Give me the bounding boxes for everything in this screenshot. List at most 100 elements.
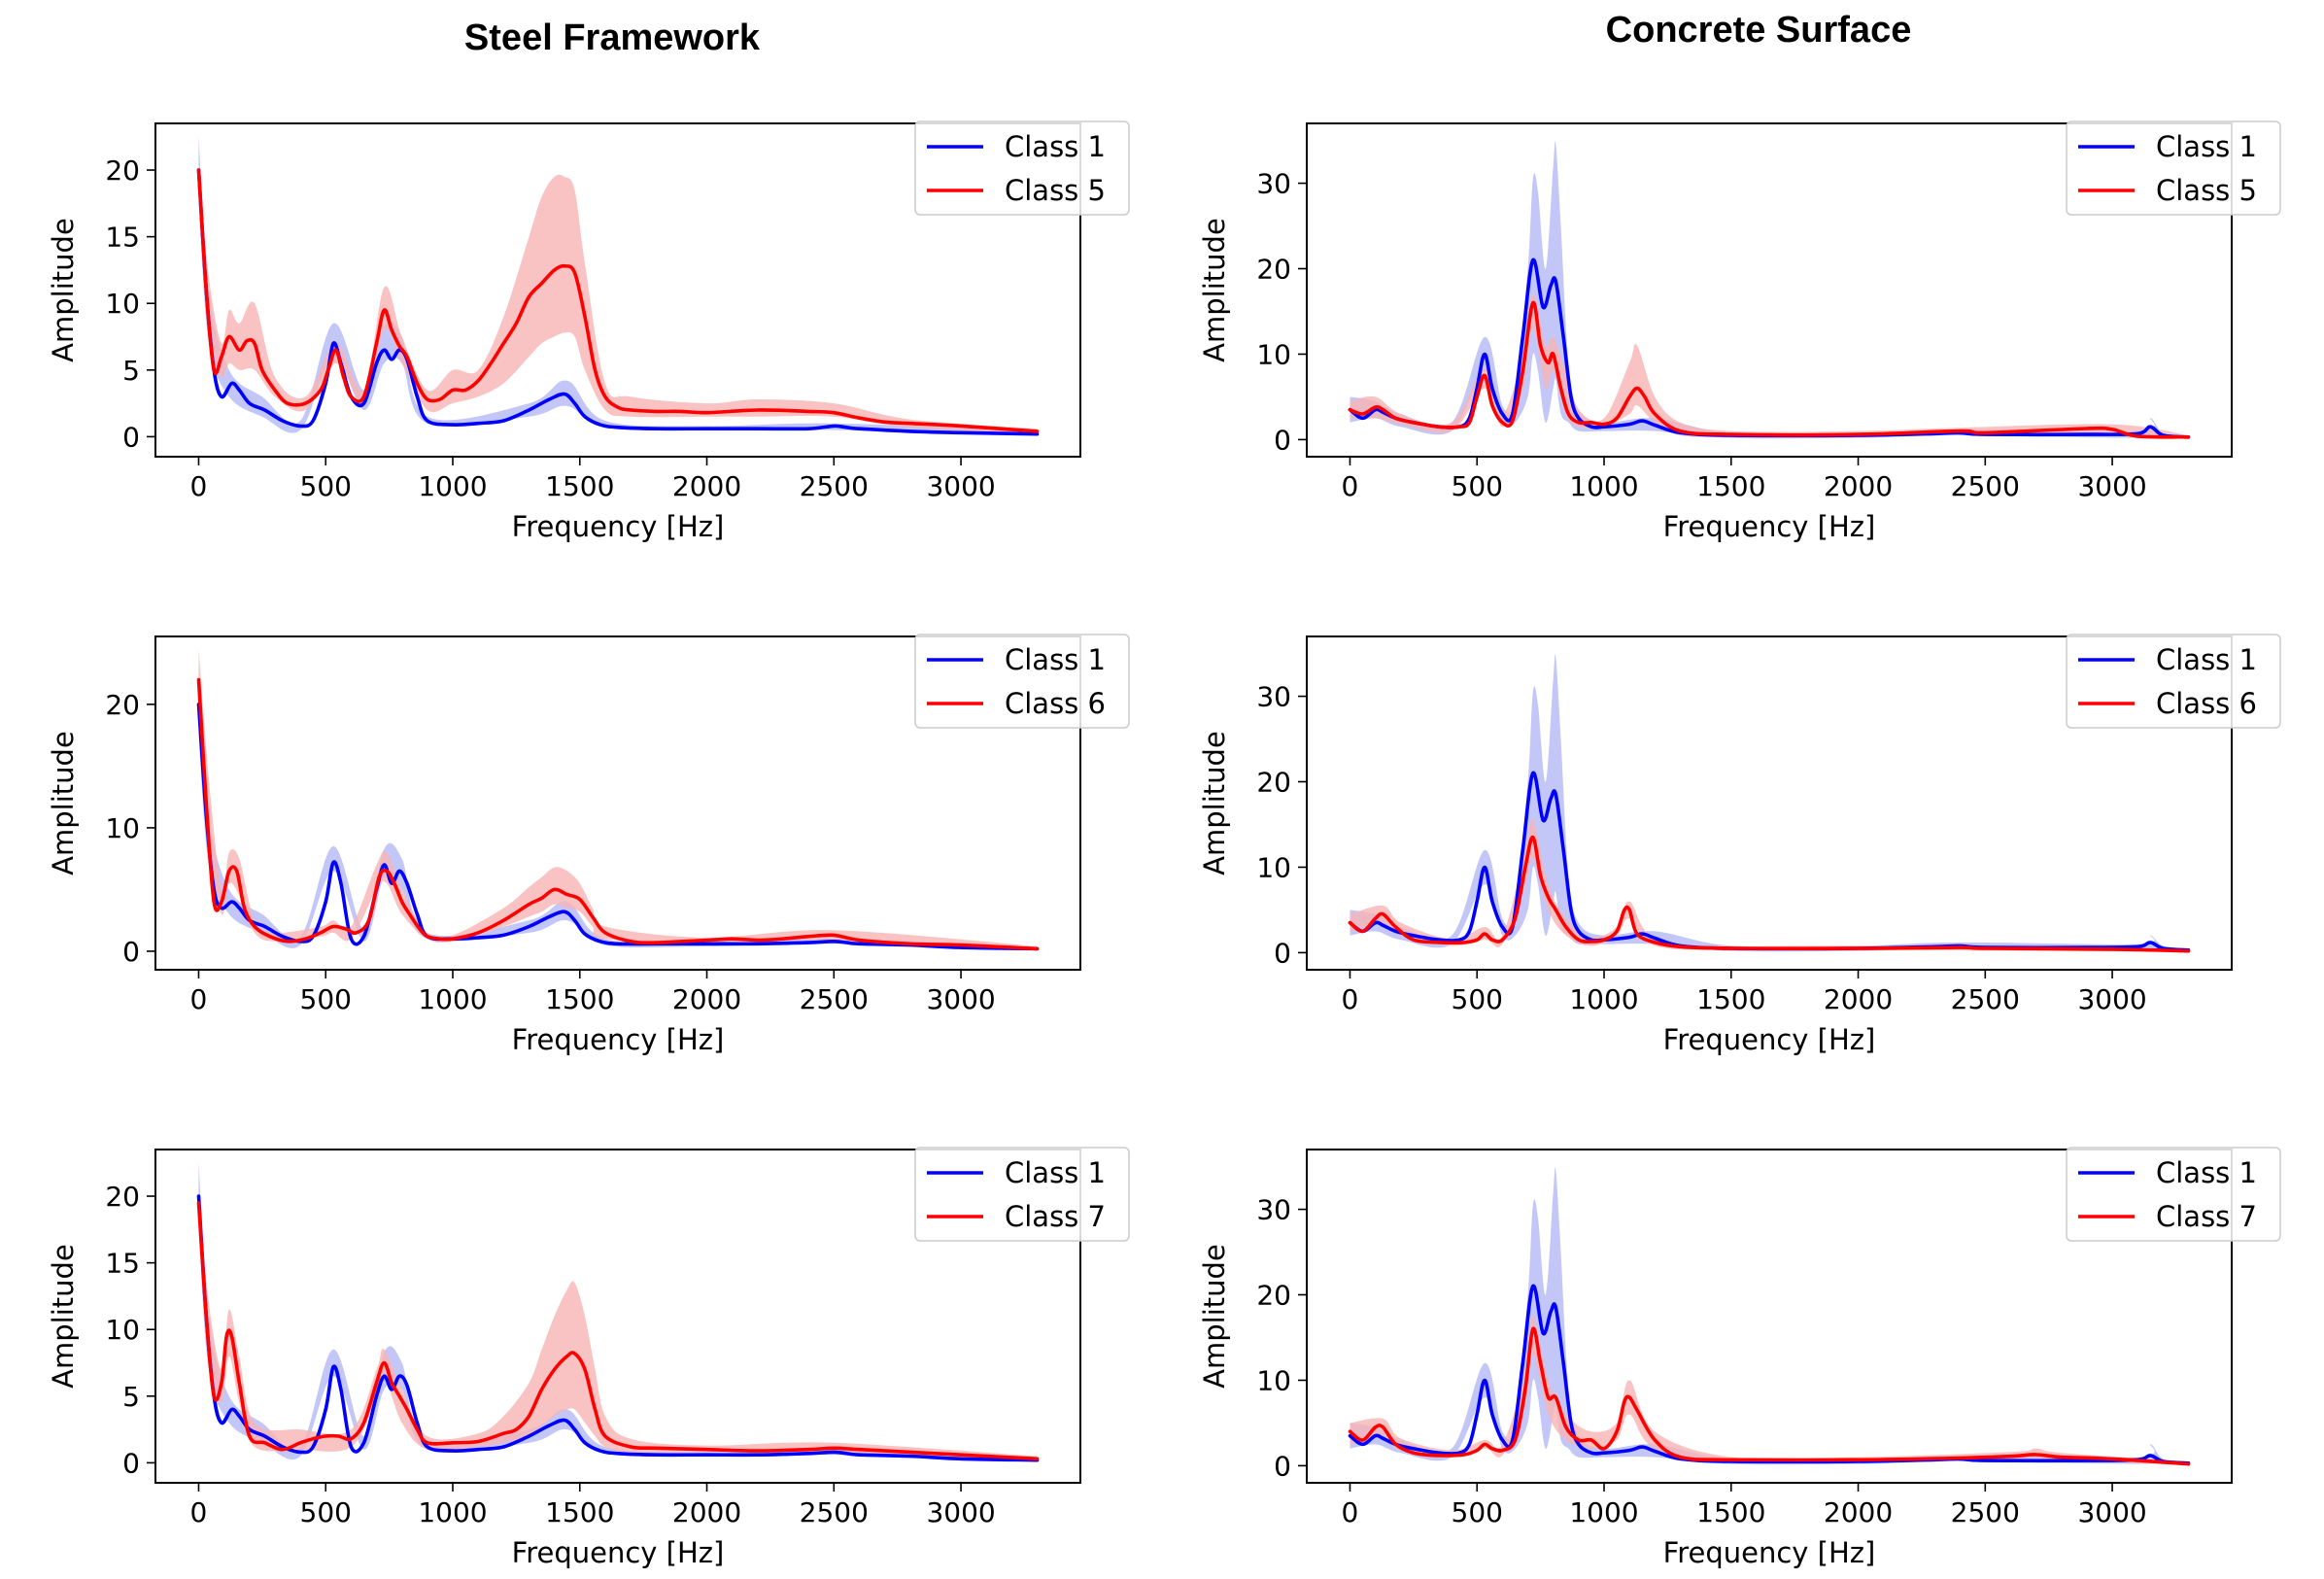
y-tick-label: 0 — [1274, 1450, 1291, 1482]
x-tick-label: 2000 — [672, 470, 741, 502]
x-tick-label: 1500 — [1696, 1496, 1765, 1528]
x-tick-label: 2500 — [1951, 470, 2020, 502]
x-tick-label: 0 — [190, 1496, 208, 1528]
x-tick-label: 500 — [300, 470, 352, 502]
x-tick-label: 1000 — [1569, 1496, 1638, 1528]
x-axis-label: Frequency [Hz] — [512, 510, 725, 543]
y-tick-label: 0 — [122, 1447, 140, 1479]
y-axis-label: Amplitude — [47, 218, 80, 362]
x-tick-label: 0 — [190, 470, 208, 502]
y-tick-label: 10 — [105, 812, 140, 844]
axes-frame — [154, 122, 1081, 458]
series-line-class-6 — [1348, 835, 2191, 953]
x-tick-label: 3000 — [2077, 983, 2146, 1015]
x-tick-label: 1500 — [545, 983, 614, 1015]
series-line-class-5 — [196, 168, 1040, 433]
y-tick-label: 10 — [1256, 1364, 1291, 1396]
legend-label-class-1: Class 1 — [2156, 1156, 2257, 1189]
axes-frame — [154, 635, 1081, 971]
series-line-class-7 — [1348, 1326, 2191, 1466]
y-axis-label: Amplitude — [1198, 1244, 1231, 1389]
series-line-class-1 — [1348, 771, 2191, 952]
y-axis-label: Amplitude — [47, 1244, 80, 1389]
y-tick-label: 20 — [1256, 254, 1291, 286]
y-tick-label: 20 — [105, 154, 140, 187]
legend-label-class-1: Class 1 — [2156, 643, 2257, 676]
x-tick-label: 500 — [1452, 983, 1503, 1015]
panel-concrete-2: 0 500 1000 1500 2000 2500 3000 0 10 20 30 Frequency… — [1198, 634, 2281, 1056]
y-tick-label: 5 — [122, 355, 140, 387]
x-tick-label: 1000 — [418, 1496, 487, 1528]
x-tick-label: 0 — [1342, 983, 1359, 1015]
panel-concrete-3: 0 500 1000 1500 2000 2500 3000 0 10 20 30 Frequency… — [1198, 1147, 2281, 1569]
plot-area — [1348, 654, 2191, 953]
legend: Class 1 Class 7 — [2066, 1147, 2281, 1242]
confidence-band-class-1 — [1350, 1167, 2189, 1465]
axes-frame — [1306, 635, 2233, 971]
series-line-class-1 — [196, 703, 1040, 951]
axes-frame — [1306, 122, 2233, 458]
x-tick-label: 3000 — [926, 983, 995, 1015]
legend: Class 1 Class 6 — [2066, 634, 2281, 729]
x-tick-label: 1500 — [545, 1496, 614, 1528]
x-axis-label: Frequency [Hz] — [1663, 1536, 1876, 1569]
y-axis-label: Amplitude — [1198, 731, 1231, 875]
confidence-band-class-1 — [1350, 654, 2189, 952]
legend-label-class-5: Class 5 — [2156, 174, 2257, 207]
x-tick-label: 2500 — [800, 1496, 869, 1528]
y-axis-label: Amplitude — [47, 731, 80, 875]
x-tick-label: 3000 — [2077, 470, 2146, 502]
x-tick-label: 2000 — [1824, 1496, 1893, 1528]
y-tick-label: 20 — [105, 689, 140, 721]
x-axis-label: Frequency [Hz] — [1663, 510, 1876, 543]
plot-area — [1348, 1167, 2191, 1466]
x-tick-label: 3000 — [926, 470, 995, 502]
y-tick-label: 0 — [1274, 937, 1291, 969]
series-line-class-7 — [196, 1201, 1040, 1461]
series-line-class-1 — [1348, 1284, 2191, 1465]
axes-frame — [154, 1149, 1081, 1484]
x-tick-label: 500 — [1452, 470, 1503, 502]
x-axis-label: Frequency [Hz] — [1663, 1023, 1876, 1056]
legend-label-class-5: Class 5 — [1005, 174, 1106, 207]
confidence-band-class-other — [1350, 293, 2189, 439]
legend: Class 1 Class 5 — [2066, 120, 2281, 216]
x-tick-label: 1500 — [1696, 470, 1765, 502]
confidence-band-class-other — [1350, 1316, 2189, 1465]
x-tick-label: 500 — [300, 1496, 352, 1528]
x-tick-label: 3000 — [2077, 1496, 2146, 1528]
x-tick-label: 500 — [1452, 1496, 1503, 1528]
x-tick-label: 1000 — [418, 470, 487, 502]
series-line-class-1 — [1348, 257, 2191, 439]
plot-area — [196, 136, 1040, 436]
x-tick-label: 1500 — [1696, 983, 1765, 1015]
y-tick-label: 10 — [1256, 851, 1291, 883]
y-tick-label: 10 — [105, 1314, 140, 1346]
series-line-class-6 — [196, 677, 1040, 951]
x-tick-label: 2000 — [1824, 470, 1893, 502]
y-tick-label: 30 — [1256, 168, 1291, 200]
concrete-surface-title: Concrete Surface — [1605, 10, 1912, 51]
panel-steel-2: 0 500 1000 1500 2000 2500 3000 0 10 20 Frequency [… — [47, 634, 1130, 1056]
legend-label-class-6: Class 6 — [1005, 687, 1106, 720]
x-tick-label: 1000 — [418, 983, 487, 1015]
plot-area — [196, 648, 1040, 951]
x-tick-label: 2000 — [672, 983, 741, 1015]
x-tick-label: 1000 — [1569, 470, 1638, 502]
y-tick-label: 10 — [1256, 338, 1291, 370]
legend-label-class-1: Class 1 — [2156, 130, 2257, 163]
plot-area — [196, 1162, 1040, 1462]
y-tick-label: 20 — [1256, 767, 1291, 799]
x-tick-label: 2500 — [800, 470, 869, 502]
x-tick-label: 2500 — [800, 983, 869, 1015]
y-tick-label: 10 — [105, 288, 140, 320]
x-axis-label: Frequency [Hz] — [512, 1023, 725, 1056]
legend: Class 1 Class 7 — [914, 1147, 1130, 1242]
y-tick-label: 0 — [122, 421, 140, 453]
y-axis-label: Amplitude — [1198, 218, 1231, 362]
series-line-class-5 — [1348, 300, 2191, 439]
legend-label-class-6: Class 6 — [2156, 687, 2257, 720]
x-tick-label: 1000 — [1569, 983, 1638, 1015]
axes-frame — [1306, 1149, 2233, 1484]
confidence-band-class-other — [198, 170, 1038, 434]
